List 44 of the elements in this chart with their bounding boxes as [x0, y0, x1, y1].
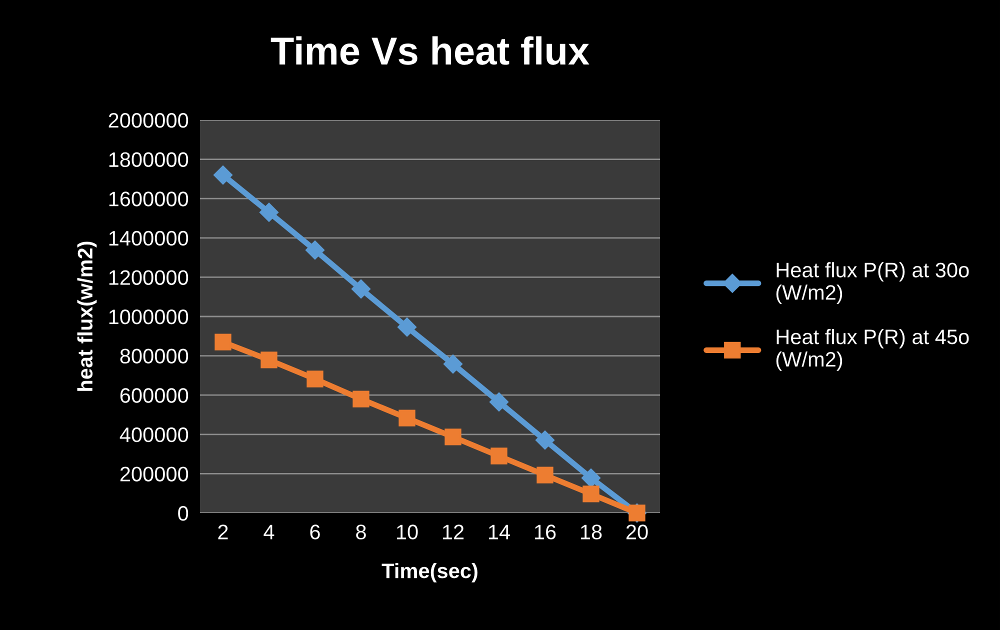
y-tick-label: 2000000 [108, 113, 188, 128]
y-tick-label: 0 [178, 506, 188, 521]
y-tick-label: 1000000 [109, 310, 188, 324]
x-tick-label: 4 [264, 524, 274, 540]
x-tick-label: 14 [489, 524, 510, 540]
point [489, 392, 509, 412]
x-tick-label: 10 [397, 524, 418, 540]
point [306, 370, 324, 388]
point [351, 279, 371, 299]
point [535, 430, 555, 450]
y-tick-label: 400000 [120, 427, 188, 442]
x-tick-label: 16 [535, 524, 556, 540]
y-tick-label: 1400000 [109, 230, 188, 246]
y-axis-title: heat flux(w/m2) [77, 242, 97, 391]
point [490, 448, 508, 464]
point [305, 240, 325, 260]
x-tick-label: 20 [626, 524, 648, 540]
y-tick-label: 200000 [120, 466, 188, 482]
y-tick-label: 1200000 [109, 270, 188, 285]
y-tick-label: 1800000 [109, 152, 188, 168]
point [259, 202, 279, 222]
point [214, 334, 232, 350]
y-tick-label: 1600000 [109, 192, 188, 206]
point [581, 468, 601, 488]
y-tick-label: 800000 [120, 348, 188, 364]
y-tick-label: 600000 [120, 388, 188, 403]
point [398, 410, 416, 426]
legend-label: Heat flux P(R) at 30o (W/m2) [776, 262, 969, 304]
x-tick-label: 6 [310, 524, 320, 540]
point [260, 352, 278, 368]
x-tick-label: 2 [218, 524, 228, 540]
x-tick-label: 8 [356, 524, 366, 540]
legend-label: Heat flux P(R) at 45o (W/m2) [776, 329, 969, 371]
point [582, 486, 600, 502]
chart-title: Time Vs heat flux [270, 36, 590, 65]
point [444, 428, 462, 446]
point [536, 466, 554, 484]
x-tick-label: 18 [581, 524, 602, 540]
x-axis-title: Time(sec) [382, 562, 478, 582]
point [443, 354, 463, 374]
point [213, 165, 233, 185]
point [352, 390, 370, 408]
point [397, 318, 417, 337]
x-tick-label: 12 [443, 524, 464, 540]
